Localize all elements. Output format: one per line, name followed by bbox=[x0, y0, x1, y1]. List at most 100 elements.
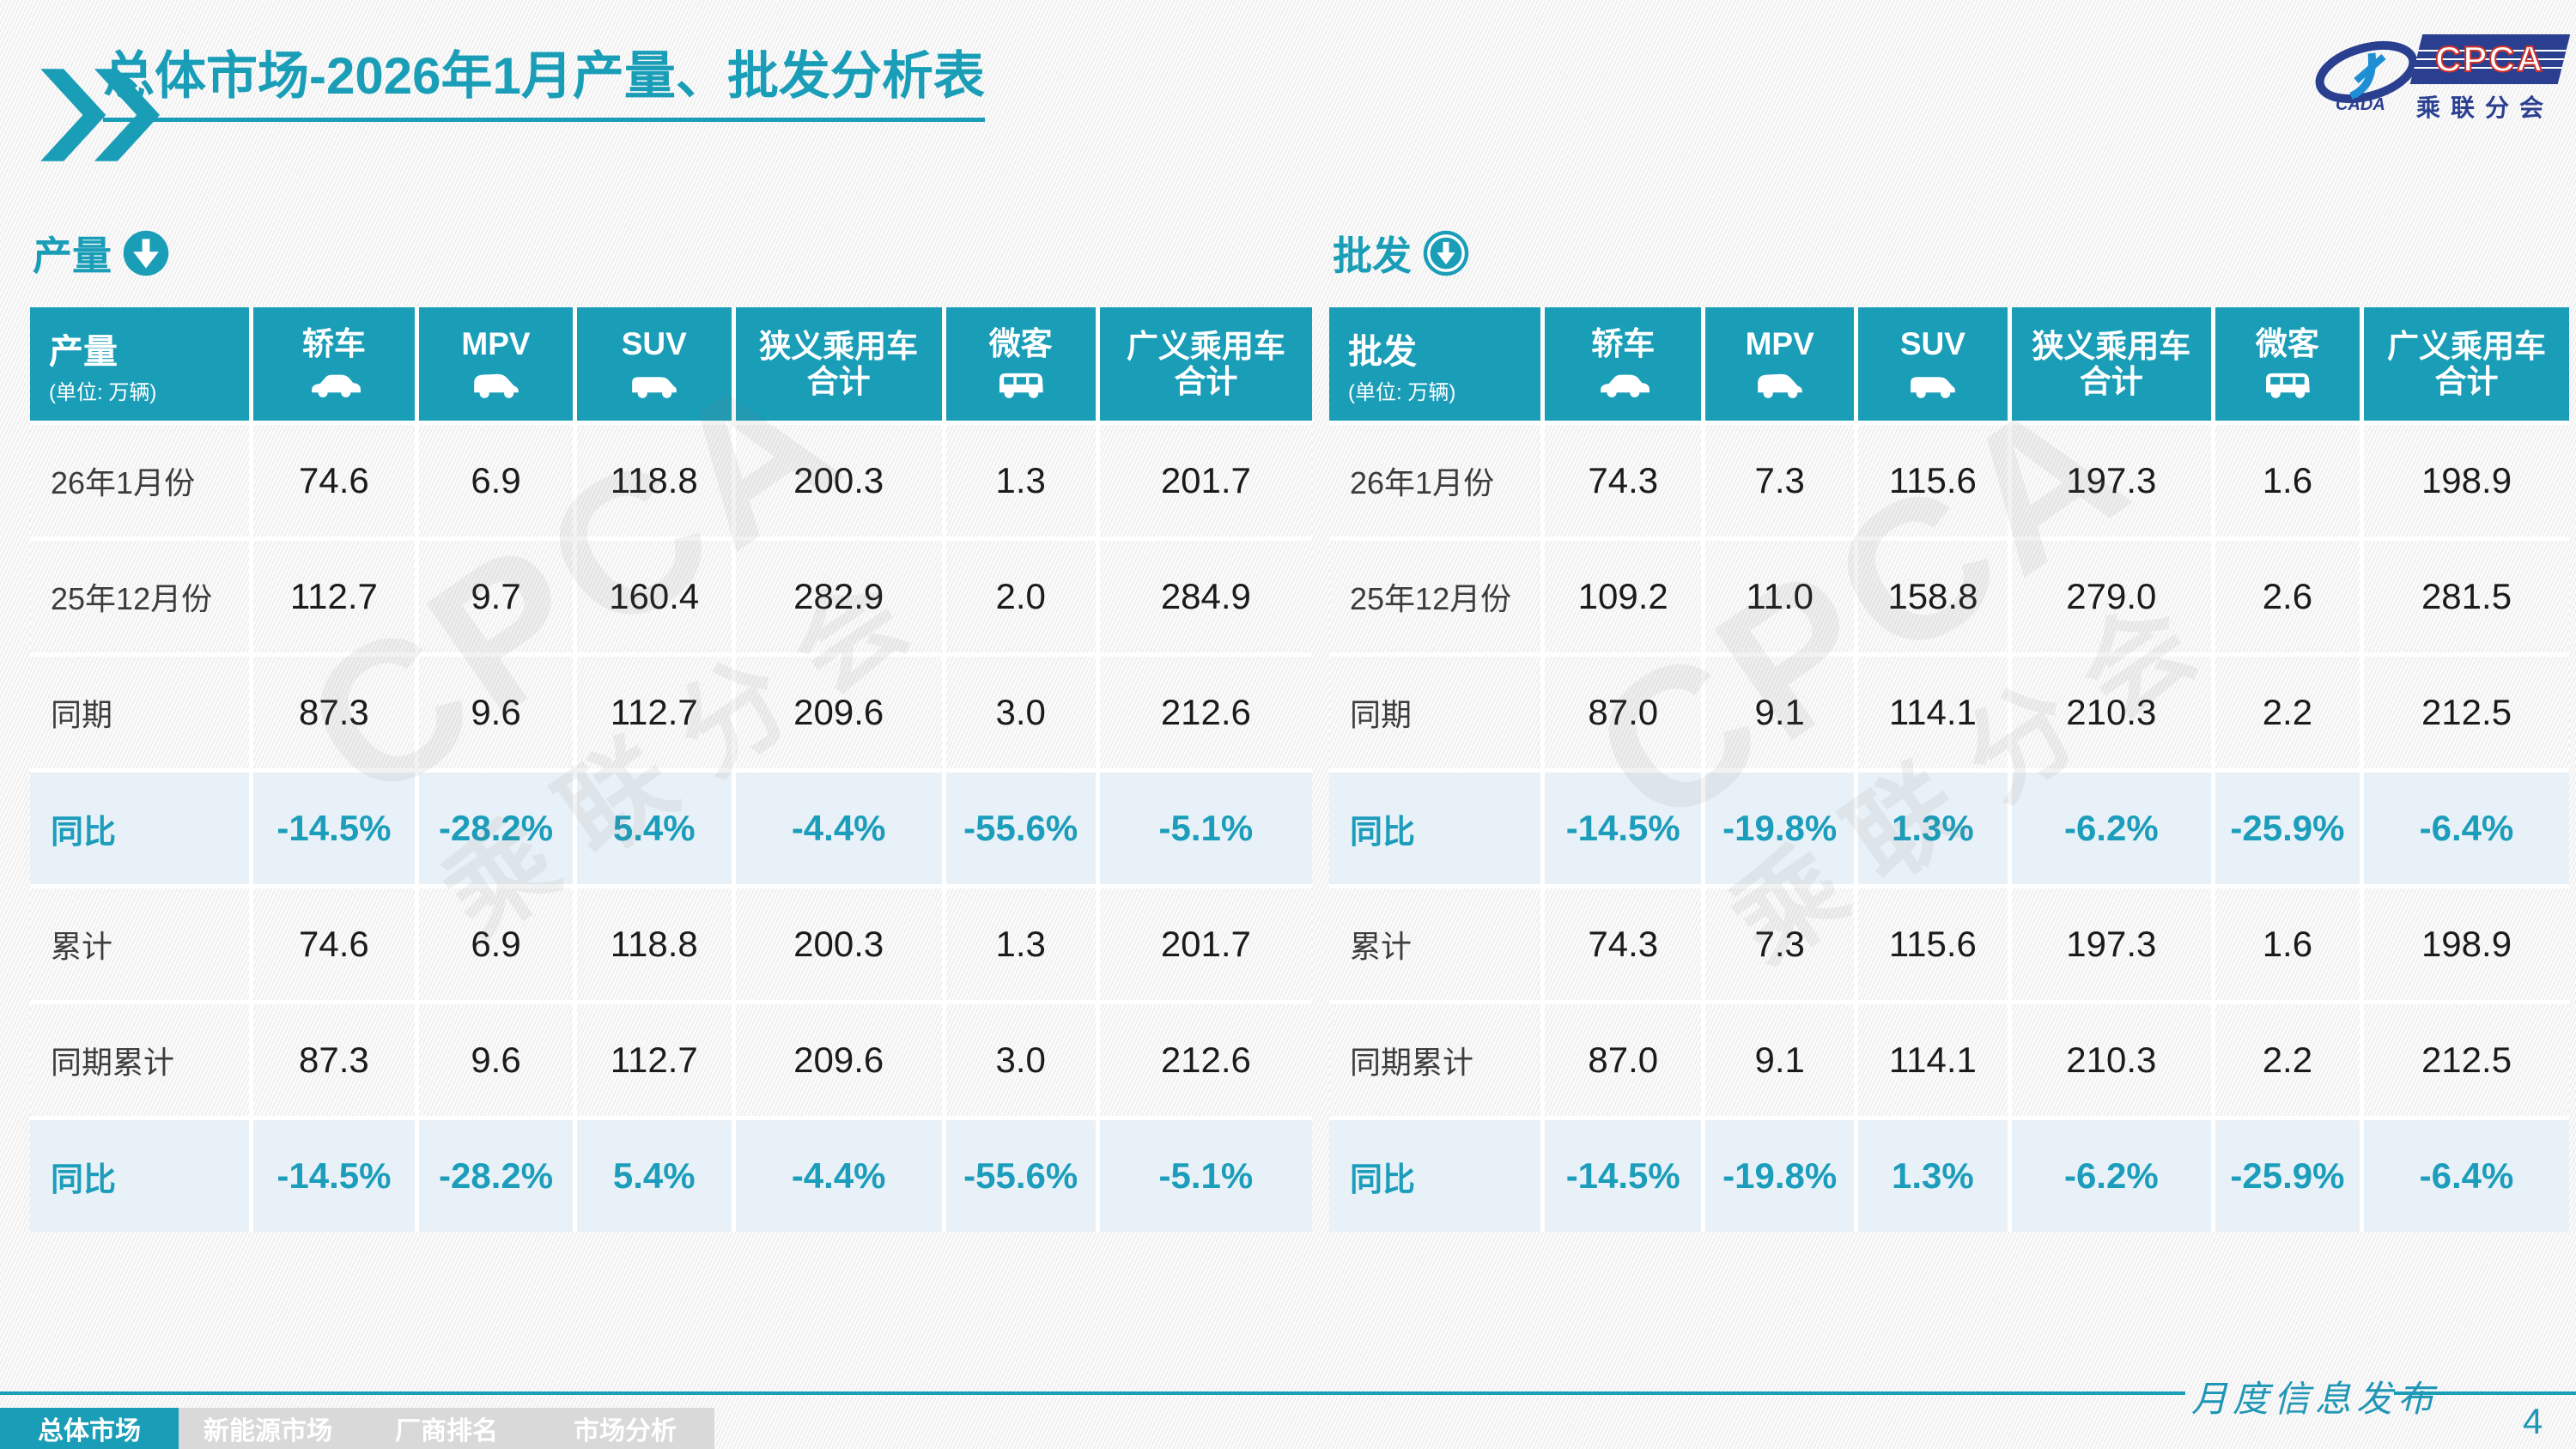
page-number: 4 bbox=[2523, 1401, 2543, 1441]
table-cell: 210.3 bbox=[2011, 1004, 2211, 1116]
column-label: 广义乘用车 合计 bbox=[2387, 328, 2547, 399]
row-label: 同比 bbox=[1329, 1120, 1541, 1232]
footer-note: 月度信息发布 bbox=[2191, 1378, 2439, 1420]
column-label: SUV bbox=[621, 326, 687, 362]
table-cell: 1.6 bbox=[2215, 425, 2360, 537]
production-column-header: 轿车 bbox=[252, 307, 416, 421]
production-table: 产量 (单位: 万辆) 轿车 MPV SUV 狭义乘用车 合计 微客 广义乘用车 合计 26年1… bbox=[30, 307, 1312, 1232]
table-cell: 74.6 bbox=[252, 425, 416, 537]
table-cell: 7.3 bbox=[1705, 888, 1854, 1000]
table-cell: 74.3 bbox=[1545, 425, 1702, 537]
table-cell: -14.5% bbox=[1545, 773, 1702, 884]
production-corner-cell: 产量 (单位: 万辆) bbox=[30, 307, 249, 421]
table-cell: 279.0 bbox=[2011, 541, 2211, 652]
table-cell: -25.9% bbox=[2215, 1120, 2360, 1232]
table-cell: 1.3% bbox=[1857, 1120, 2008, 1232]
row-label: 同期 bbox=[1329, 657, 1541, 768]
table-cell: 109.2 bbox=[1545, 541, 1702, 652]
table-cell: -14.5% bbox=[252, 1120, 416, 1232]
table-cell: 7.3 bbox=[1705, 425, 1854, 537]
table-cell: -19.8% bbox=[1705, 1120, 1854, 1232]
row-label: 累计 bbox=[1329, 888, 1541, 1000]
production-section-title: 产量 bbox=[33, 233, 112, 278]
production-section-head: 产量 bbox=[33, 225, 170, 282]
wholesale-section-head: 批发 bbox=[1333, 225, 1470, 282]
column-label: 微客 bbox=[2255, 326, 2319, 362]
footer-divider bbox=[2394, 1391, 2576, 1395]
table-cell: -6.4% bbox=[2364, 1120, 2569, 1232]
table-cell: 1.3 bbox=[945, 888, 1096, 1000]
wholesale-column-header: SUV bbox=[1857, 307, 2008, 421]
table-cell: -19.8% bbox=[1705, 773, 1854, 884]
table-cell: 6.9 bbox=[419, 888, 573, 1000]
table-cell: -6.2% bbox=[2011, 1120, 2211, 1232]
table-cell: -55.6% bbox=[945, 1120, 1096, 1232]
table-cell: 282.9 bbox=[735, 541, 942, 652]
nav-tab-oem-ranking[interactable]: 厂商排名 bbox=[395, 1417, 498, 1446]
row-label: 同比 bbox=[30, 773, 249, 884]
down-arrow-circle-icon bbox=[123, 230, 169, 276]
table-cell: -25.9% bbox=[2215, 773, 2360, 884]
table-cell: 1.6 bbox=[2215, 888, 2360, 1000]
table-name-label: 产量 bbox=[49, 332, 118, 371]
table-cell: 5.4% bbox=[576, 773, 732, 884]
bottom-nav: 总体市场 新能源市场 厂商排名 市场分析 bbox=[0, 1408, 714, 1449]
cada-text: CADA bbox=[2336, 95, 2385, 114]
row-label: 25年12月份 bbox=[1329, 541, 1541, 652]
suv-icon bbox=[628, 367, 681, 402]
table-cell: 2.6 bbox=[2215, 541, 2360, 652]
down-arrow-ring-icon bbox=[1423, 230, 1469, 276]
table-cell: 9.1 bbox=[1705, 1004, 1854, 1116]
table-cell: 160.4 bbox=[576, 541, 732, 652]
table-cell: 118.8 bbox=[576, 425, 732, 537]
nav-tab-nev-market[interactable]: 新能源市场 bbox=[204, 1417, 332, 1446]
nav-tab-market-analysis[interactable]: 市场分析 bbox=[574, 1417, 677, 1446]
table-cell: 1.3% bbox=[1857, 773, 2008, 884]
table-cell: 2.0 bbox=[945, 541, 1096, 652]
table-cell: 112.7 bbox=[576, 1004, 732, 1116]
table-cell: 209.6 bbox=[735, 657, 942, 768]
table-cell: -6.2% bbox=[2011, 773, 2211, 884]
table-cell: 198.9 bbox=[2364, 888, 2569, 1000]
table-cell: 212.5 bbox=[2364, 1004, 2569, 1116]
table-cell: 3.0 bbox=[945, 1004, 1096, 1116]
wholesale-table: 批发 (单位: 万辆) 轿车 MPV SUV 狭义乘用车 合计 微客 广义乘用车 合计 26年1… bbox=[1329, 307, 2569, 1232]
sedan-icon bbox=[1596, 367, 1650, 402]
row-label: 同比 bbox=[30, 1120, 249, 1232]
table-cell: -5.1% bbox=[1099, 773, 1312, 884]
table-cell: 210.3 bbox=[2011, 657, 2211, 768]
table-cell: 1.3 bbox=[945, 425, 1096, 537]
table-cell: 112.7 bbox=[576, 657, 732, 768]
production-column-header: 微客 bbox=[945, 307, 1096, 421]
table-cell: 209.6 bbox=[735, 1004, 942, 1116]
table-cell: -5.1% bbox=[1099, 1120, 1312, 1232]
table-cell: 115.6 bbox=[1857, 425, 2008, 537]
table-cell: -4.4% bbox=[735, 773, 942, 884]
microvan-icon bbox=[2261, 367, 2314, 402]
row-label: 同比 bbox=[1329, 773, 1541, 884]
table-cell: 200.3 bbox=[735, 425, 942, 537]
table-cell: 281.5 bbox=[2364, 541, 2569, 652]
table-cell: 87.3 bbox=[252, 1004, 416, 1116]
table-cell: 200.3 bbox=[735, 888, 942, 1000]
table-cell: 197.3 bbox=[2011, 425, 2211, 537]
table-cell: 74.3 bbox=[1545, 888, 1702, 1000]
row-label: 同期累计 bbox=[30, 1004, 249, 1116]
footer-divider bbox=[0, 1391, 2185, 1395]
table-cell: 87.0 bbox=[1545, 1004, 1702, 1116]
table-cell: 87.3 bbox=[252, 657, 416, 768]
table-cell: 2.2 bbox=[2215, 1004, 2360, 1116]
table-cell: 197.3 bbox=[2011, 888, 2211, 1000]
table-cell: 284.9 bbox=[1099, 541, 1312, 652]
table-cell: 158.8 bbox=[1857, 541, 2008, 652]
table-cell: 2.2 bbox=[2215, 657, 2360, 768]
production-column-header: SUV bbox=[576, 307, 732, 421]
nav-tab-overall-market[interactable]: 总体市场 bbox=[0, 1408, 179, 1449]
column-label: 广义乘用车 合计 bbox=[1126, 328, 1285, 399]
table-cell: 11.0 bbox=[1705, 541, 1854, 652]
column-label: 轿车 bbox=[301, 326, 366, 362]
table-cell: -55.6% bbox=[945, 773, 1096, 884]
table-cell: -6.4% bbox=[2364, 773, 2569, 884]
mpv-icon bbox=[1753, 367, 1807, 402]
